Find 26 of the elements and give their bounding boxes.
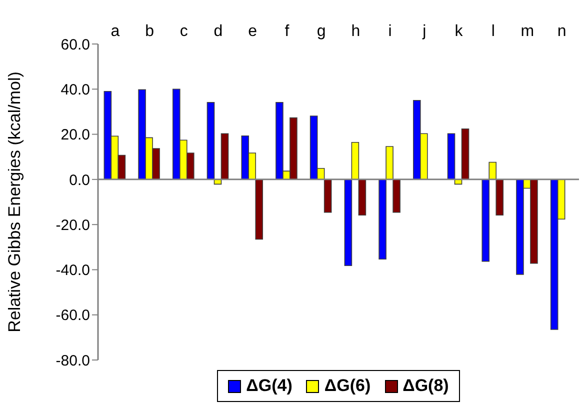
legend-label: ΔG(6) (323, 376, 371, 396)
x-tick-label: i (388, 23, 392, 40)
y-tick-label: 20.0 (60, 126, 90, 144)
y-tick-label: -60.0 (56, 307, 90, 324)
x-tick-label: c (180, 23, 188, 40)
y-tick-label: 60.0 (60, 36, 90, 54)
y-tick-label: -20.0 (56, 216, 90, 234)
x-tick-label: n (557, 23, 566, 40)
x-tick-label: m (520, 23, 534, 40)
x-tick-label: k (454, 23, 464, 40)
x-tick-label: b (145, 23, 154, 40)
x-tick-label: h (351, 23, 360, 40)
x-tick-label: a (110, 23, 120, 40)
x-tick-label: e (248, 23, 258, 40)
legend-label: ΔG(8) (402, 376, 449, 396)
y-tick-label: 40.0 (60, 81, 90, 98)
x-tick-label: l (491, 23, 495, 40)
x-tick-label: g (316, 23, 326, 40)
x-tick-label: j (422, 23, 426, 40)
x-tick-label: d (214, 23, 223, 40)
y-tick-label: 0.0 (69, 172, 90, 189)
y-tick-label: -40.0 (56, 262, 90, 280)
y-axis-title: Relative Gibbs Energies (kcal/mol) (5, 72, 24, 332)
y-tick-label: -80.0 (56, 352, 90, 370)
legend-label: ΔG(4) (245, 376, 292, 396)
x-tick-label: f (284, 23, 290, 40)
